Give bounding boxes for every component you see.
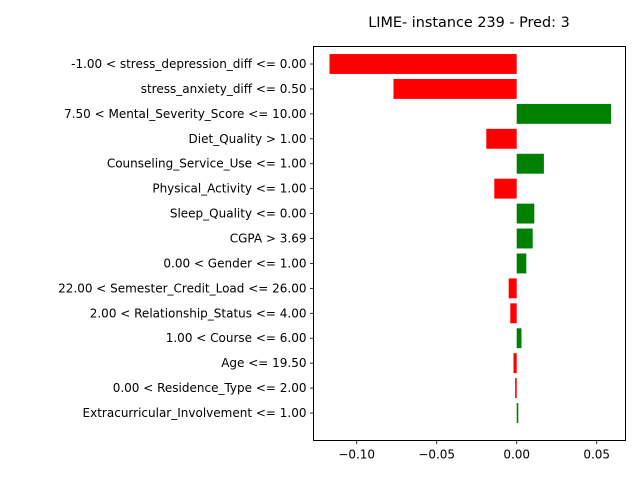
y-tick-label: 7.50 < Mental_Severity_Score <= 10.00	[64, 107, 306, 121]
y-tick-label: 0.00 < Residence_Type <= 2.00	[113, 381, 307, 395]
bar-diet-quality-1-00	[486, 128, 517, 149]
bar-7-50-mental-severity-score-10-00	[516, 103, 612, 124]
y-tick-label: 2.00 < Relationship_Status <= 4.00	[90, 306, 307, 320]
y-tick-label: Diet_Quality > 1.00	[189, 132, 307, 146]
bar-1-00-stress-depression-diff-0-00	[329, 54, 517, 74]
plot-area-frame	[313, 46, 626, 441]
x-axis-ticks: −0.10 −0.05 0.00 0.05	[338, 440, 610, 462]
y-tick-label: CGPA > 3.69	[230, 232, 307, 246]
bars-layer	[329, 54, 612, 423]
bar-0-00-gender-1-00	[516, 253, 527, 274]
bar-22-00-semester-credit-load-26-00	[508, 278, 517, 299]
x-tick-label: 0.00	[503, 448, 530, 462]
x-tick-label: −0.10	[338, 448, 375, 462]
y-tick-label: 0.00 < Gender <= 1.00	[163, 256, 306, 270]
y-tick-label: Extracurricular_Involvement <= 1.00	[83, 406, 307, 420]
bar-1-00-course-6-00	[516, 328, 522, 349]
y-tick-label: Age <= 19.50	[221, 356, 306, 370]
bar-cgpa-3-69	[516, 228, 533, 249]
bar-0-00-residence-type-2-00	[515, 378, 517, 399]
bar-2-00-relationship-status-4-00	[510, 303, 517, 324]
y-tick-label: Physical_Activity <= 1.00	[152, 182, 306, 196]
y-tick-label: Counseling_Service_Use <= 1.00	[107, 157, 307, 171]
y-tick-label: 22.00 < Semester_Credit_Load <= 26.00	[58, 281, 306, 295]
bar-stress-anxiety-diff-0-50	[393, 78, 517, 99]
y-tick-labels: -1.00 < stress_depression_diff <= 0.00 st…	[58, 57, 314, 420]
bar-physical-activity-1-00	[494, 178, 517, 199]
bar-extracurricular-involvement-1-00	[516, 403, 519, 423]
y-tick-label: -1.00 < stress_depression_diff <= 0.00	[71, 57, 306, 71]
y-tick-label: Sleep_Quality <= 0.00	[170, 207, 307, 221]
bar-counseling-service-use-1-00	[516, 153, 544, 174]
x-tick-label: 0.05	[583, 448, 610, 462]
bar-age-19-50	[513, 353, 517, 374]
chart-title: LIME- instance 239 - Pred: 3	[368, 15, 569, 31]
bar-sleep-quality-0-00	[516, 203, 535, 224]
y-tick-label: stress_anxiety_diff <= 0.50	[141, 82, 307, 96]
y-tick-label: 1.00 < Course <= 6.00	[166, 331, 307, 345]
x-tick-label: −0.05	[418, 448, 455, 462]
